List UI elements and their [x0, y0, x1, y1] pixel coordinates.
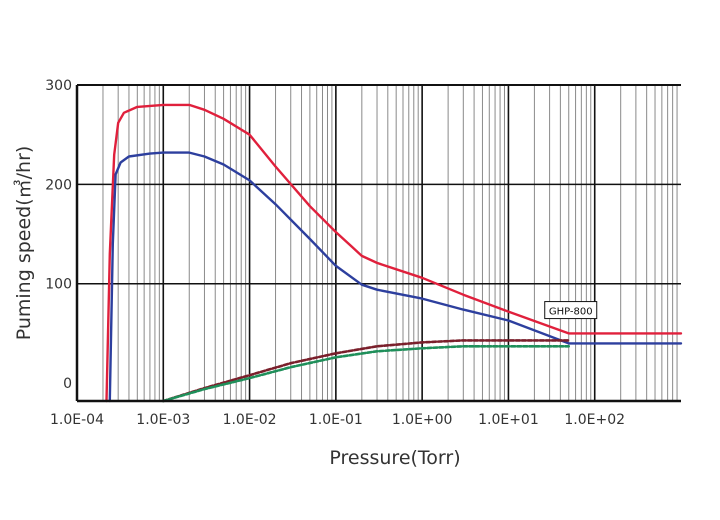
y-tick-labels: 300 200 100 0 — [45, 78, 72, 392]
x-axis-title: Pressure(Torr) — [329, 447, 460, 469]
annotation-label: GHP-800 — [549, 307, 593, 318]
series-line-4 — [162, 344, 571, 403]
series-line-2 — [108, 151, 683, 403]
annotation-box — [544, 301, 598, 320]
x-tick-labels: 1.0E-04 1.0E-03 1.0E-02 1.0E-01 1.0E+00 1.0E+… — [50, 412, 625, 428]
plot-frame — [75, 84, 681, 403]
grid — [76, 85, 681, 401]
series-line-1 — [105, 103, 683, 403]
x-tick-label: 1.0E+00 — [392, 412, 453, 428]
y-axis-title: Puming speed(㎥/hr) — [13, 146, 35, 341]
annotation: GHP-800 — [544, 301, 598, 320]
x-tick-label: 1.0E-01 — [309, 412, 363, 428]
y-tick-label: 300 — [45, 78, 72, 94]
series-group — [105, 103, 683, 403]
x-tick-label: 1.0E-02 — [223, 412, 277, 428]
series-line-3 — [162, 339, 571, 403]
x-tick-label: 1.0E+01 — [478, 412, 539, 428]
x-tick-label: 1.0E+02 — [564, 412, 625, 428]
x-tick-label: 1.0E-03 — [136, 412, 190, 428]
y-tick-label: 100 — [45, 277, 72, 293]
y-tick-label: 200 — [45, 177, 72, 193]
x-tick-label: 1.0E-04 — [50, 412, 104, 428]
y-tick-label: 0 — [63, 376, 72, 392]
